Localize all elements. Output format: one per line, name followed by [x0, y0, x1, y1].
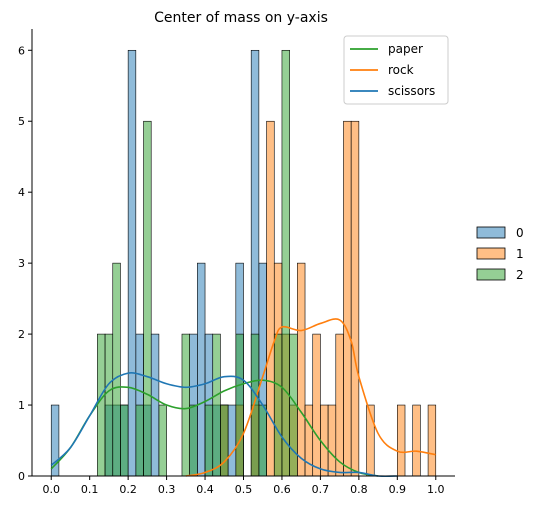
histogram-bar — [273, 333, 283, 477]
hist-legend-label: 0 — [516, 226, 524, 240]
histogram-bar — [112, 262, 121, 477]
histogram-bar — [427, 404, 437, 477]
histogram-bar — [312, 333, 321, 477]
kde-line-scissors — [50, 372, 398, 478]
histogram-bar — [412, 404, 421, 477]
x-tick-label: 0.8 — [350, 483, 368, 496]
histogram-bar — [397, 404, 406, 477]
histogram-bar — [150, 333, 160, 477]
histogram-bar — [258, 404, 267, 477]
x-tick-label: 0.3 — [158, 483, 176, 496]
x-tick-label: 0.4 — [196, 483, 214, 496]
histogram-bar — [227, 404, 237, 477]
x-tick-label: 0.5 — [235, 483, 253, 496]
histogram-bar — [120, 404, 129, 477]
kde-legend-label: paper — [388, 42, 423, 56]
histogram-bar — [281, 49, 290, 477]
axes: 0.0 0.1 0.2 0.3 0.4 0.5 0.6 0.7 0.8 0.9 1.0 0 1 2 3 4 5 6 — [18, 29, 455, 496]
kde-legend-frame — [343, 35, 449, 105]
y-tick-label: 5 — [18, 115, 25, 128]
histogram-bar — [135, 404, 144, 477]
histogram-bar — [97, 333, 106, 477]
histogram-bar — [212, 333, 221, 477]
histogram-bar — [343, 120, 352, 477]
kde-line-rock — [185, 318, 436, 477]
kde-legend: paper rock scissors — [343, 35, 449, 105]
histogram-bar — [143, 120, 152, 477]
kde-legend-label: scissors — [388, 84, 435, 98]
histogram-bar — [127, 49, 137, 477]
kde-legend-label: rock — [388, 63, 414, 77]
chart-title: Center of mass on y-axis — [154, 10, 328, 26]
kde-line-paper — [50, 379, 379, 477]
histogram-bar — [197, 262, 206, 477]
y-tick-label: 2 — [18, 328, 25, 341]
hist-legend: 0 1 2 — [476, 226, 524, 282]
x-tick-label: 0.2 — [119, 483, 137, 496]
x-tick-label: 0.6 — [273, 483, 291, 496]
y-tick-label: 3 — [18, 257, 25, 270]
histogram-bar — [158, 404, 167, 477]
histogram-bars — [50, 49, 437, 477]
histogram-bar — [181, 333, 190, 477]
histogram-bar — [104, 333, 114, 477]
histogram-bar — [235, 333, 244, 477]
y-tick-label: 4 — [18, 186, 25, 199]
histogram-bar — [220, 404, 229, 477]
x-tick-label: 0.9 — [389, 483, 407, 496]
x-tick-label: 0.7 — [312, 483, 330, 496]
histogram-bar — [204, 404, 214, 477]
histogram-bar — [250, 333, 260, 477]
hist-legend-label: 2 — [516, 268, 524, 282]
histogram-bar — [335, 333, 344, 477]
histogram-bar — [320, 404, 329, 477]
x-tick-label: 0.0 — [42, 483, 60, 496]
hist-legend-swatch — [476, 268, 506, 281]
hist-legend-label: 1 — [516, 247, 524, 261]
y-tick-label: 0 — [18, 470, 25, 483]
y-tick-label: 1 — [18, 399, 25, 412]
hist-legend-swatch — [476, 226, 506, 239]
hist-legend-swatch — [476, 247, 506, 260]
x-tick-label: 1.0 — [427, 483, 445, 496]
histogram-bar — [350, 120, 360, 477]
y-tick-label: 6 — [18, 44, 25, 57]
histogram-bar — [297, 262, 306, 477]
histogram-bar — [327, 404, 337, 477]
kde-lines — [50, 318, 436, 478]
histogram-bar — [189, 404, 198, 477]
x-tick-label: 0.1 — [81, 483, 99, 496]
